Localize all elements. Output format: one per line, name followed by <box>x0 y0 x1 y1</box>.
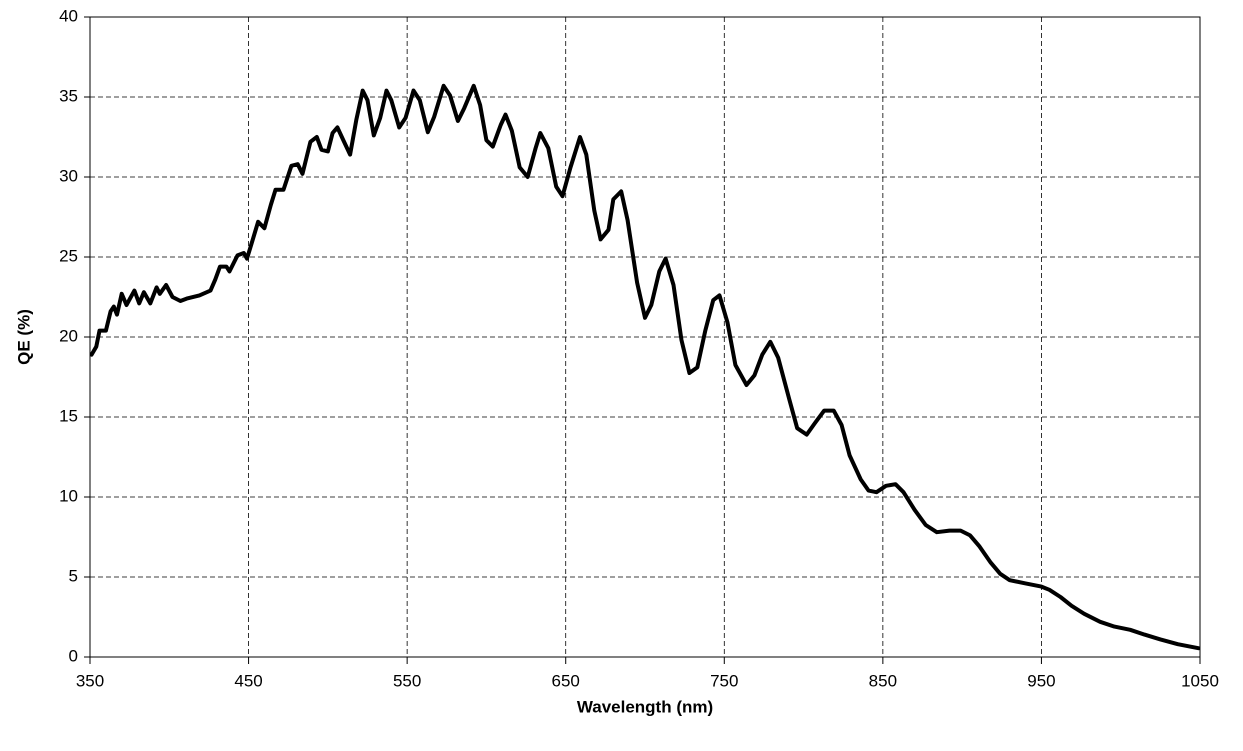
y-tick-label: 10 <box>59 486 78 505</box>
y-tick-label: 30 <box>59 166 78 185</box>
x-tick-label: 550 <box>393 671 421 690</box>
y-tick-label: 0 <box>69 646 78 665</box>
x-tick-label: 950 <box>1027 671 1055 690</box>
y-tick-label: 35 <box>59 86 78 105</box>
x-tick-label: 350 <box>76 671 104 690</box>
data-line <box>89 83 1201 651</box>
y-axis-title: QE (%) <box>14 309 33 365</box>
y-tick-label: 25 <box>59 246 78 265</box>
x-tick-label: 750 <box>710 671 738 690</box>
x-tick-label: 450 <box>234 671 262 690</box>
y-tick-label: 15 <box>59 406 78 425</box>
x-tick-label: 1050 <box>1181 671 1219 690</box>
y-tick-label: 40 <box>59 6 78 25</box>
y-tick-label: 20 <box>59 326 78 345</box>
x-tick-label: 650 <box>552 671 580 690</box>
plot-frame <box>89 16 1201 658</box>
y-tick-label: 5 <box>69 566 78 585</box>
x-axis-title: Wavelength (nm) <box>577 697 713 716</box>
x-tick-label: 850 <box>869 671 897 690</box>
